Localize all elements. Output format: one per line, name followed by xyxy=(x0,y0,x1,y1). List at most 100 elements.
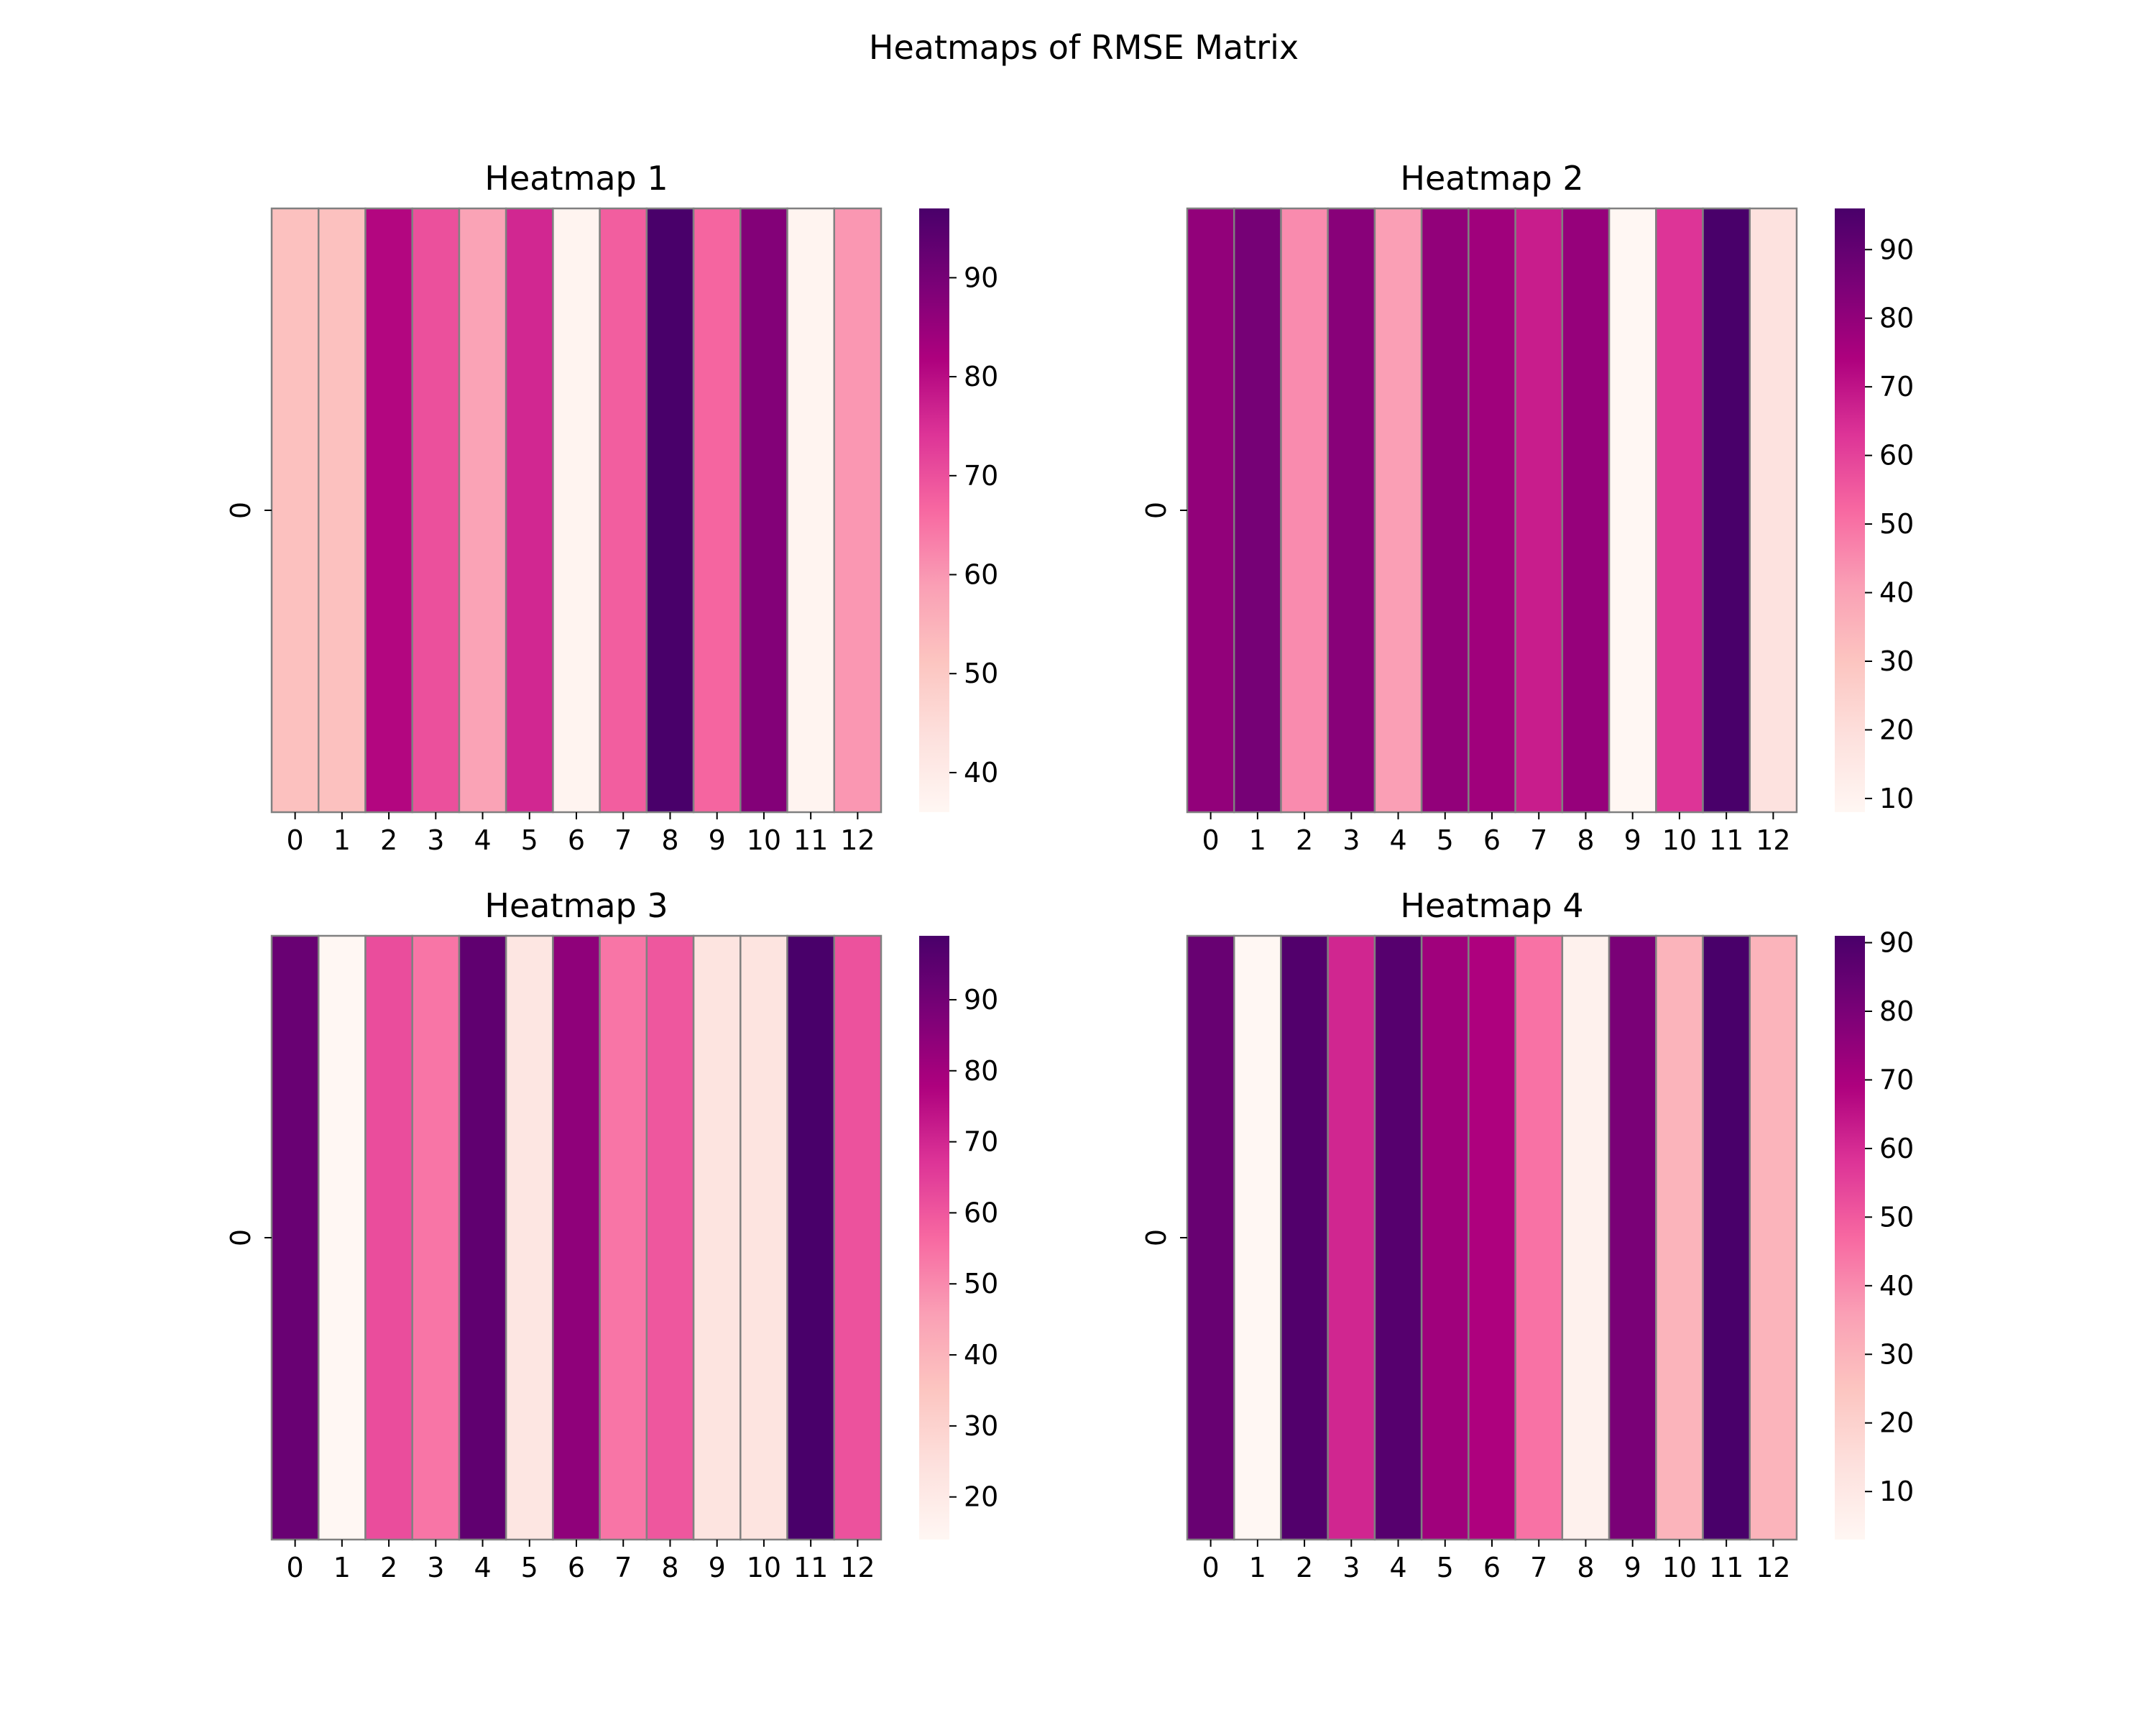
x-tick-label: 4 xyxy=(1389,1552,1406,1583)
heatmap-cell xyxy=(1702,934,1751,1541)
x-tick-label: 9 xyxy=(709,1552,726,1583)
x-tick-label: 6 xyxy=(568,824,585,856)
colorbar-tick-label: 50 xyxy=(1879,508,1914,540)
colorbar-tick-label: 10 xyxy=(1879,783,1914,814)
heatmap-cell xyxy=(317,207,367,814)
heatmap-cell xyxy=(411,934,461,1541)
heatmap-cell xyxy=(692,207,742,814)
heatmap-cell xyxy=(1655,207,1704,814)
heatmap-cell xyxy=(552,934,601,1541)
heatmap-title: Heatmap 4 xyxy=(1400,886,1583,925)
heatmap-cell xyxy=(1655,934,1704,1541)
x-tick-label: 3 xyxy=(427,1552,444,1583)
heatmap-cell xyxy=(1233,207,1282,814)
x-tick-label: 2 xyxy=(380,824,397,856)
x-tick-label: 1 xyxy=(333,824,351,856)
heatmap-cell xyxy=(645,207,695,814)
heatmap-cell xyxy=(599,934,648,1541)
x-tick-label: 6 xyxy=(568,1552,585,1583)
x-tick-label: 10 xyxy=(1662,1552,1697,1583)
heatmap-cell xyxy=(645,934,695,1541)
x-tick-label: 10 xyxy=(747,824,781,856)
x-tick-label: 5 xyxy=(521,824,538,856)
y-tick-label: 0 xyxy=(225,502,257,519)
x-tick-label: 5 xyxy=(1437,1552,1454,1583)
x-tick-label: 7 xyxy=(614,824,632,856)
colorbar-tick-label: 70 xyxy=(1879,371,1914,402)
heatmap-title: Heatmap 3 xyxy=(484,886,668,925)
colorbar-tick-label: 30 xyxy=(1879,1338,1914,1370)
colorbar-tick-label: 70 xyxy=(1879,1064,1914,1095)
heatmap-cell xyxy=(1749,934,1798,1541)
x-tick-label: 11 xyxy=(1709,824,1743,856)
x-tick-label: 8 xyxy=(1577,1552,1594,1583)
heatmap-cell xyxy=(1186,207,1235,814)
x-tick-label: 4 xyxy=(1389,824,1406,856)
heatmap-cell xyxy=(317,934,367,1541)
heatmap-cell xyxy=(505,934,554,1541)
heatmap-cell xyxy=(1373,207,1423,814)
x-tick-label: 9 xyxy=(1624,824,1641,856)
heatmap-cell xyxy=(1233,934,1282,1541)
x-tick-label: 2 xyxy=(1296,1552,1313,1583)
y-tick-label: 0 xyxy=(1141,1229,1172,1246)
x-tick-label: 4 xyxy=(474,824,491,856)
x-tick-label: 3 xyxy=(1342,1552,1360,1583)
heatmap-cell xyxy=(1561,934,1611,1541)
x-tick-label: 0 xyxy=(287,1552,304,1583)
x-tick-label: 8 xyxy=(661,824,678,856)
colorbar-tick-label: 20 xyxy=(964,1481,998,1513)
x-tick-label: 10 xyxy=(1662,824,1697,856)
heatmap-cell xyxy=(364,207,413,814)
colorbar-tick-label: 60 xyxy=(1879,440,1914,472)
heatmap-cell xyxy=(270,207,320,814)
x-tick-label: 11 xyxy=(793,1552,828,1583)
x-tick-label: 9 xyxy=(709,824,726,856)
colorbar-tick-label: 90 xyxy=(964,984,998,1016)
x-tick-label: 1 xyxy=(333,1552,351,1583)
heatmap-cell xyxy=(1186,934,1235,1541)
colorbar-tick-label: 80 xyxy=(1879,303,1914,334)
colorbar-tick-label: 50 xyxy=(1879,1201,1914,1233)
colorbar-tick-label: 20 xyxy=(1879,1407,1914,1439)
x-tick-label: 1 xyxy=(1249,1552,1266,1583)
heatmap-cell xyxy=(1280,207,1329,814)
colorbar-tick-label: 60 xyxy=(964,1197,998,1228)
x-tick-label: 12 xyxy=(1756,824,1790,856)
heatmap-cell xyxy=(1420,934,1470,1541)
x-tick-label: 7 xyxy=(1530,1552,1547,1583)
colorbar-tick-label: 70 xyxy=(964,460,998,492)
colorbar-tick-label: 30 xyxy=(964,1410,998,1442)
colorbar xyxy=(919,936,949,1540)
heatmap-cell xyxy=(1280,934,1329,1541)
heatmap-cell xyxy=(786,934,836,1541)
x-tick-label: 7 xyxy=(1530,824,1547,856)
heatmap-cell xyxy=(1749,207,1798,814)
heatmap-cell xyxy=(1702,207,1751,814)
heatmap-cell xyxy=(1608,934,1657,1541)
heatmap-cell xyxy=(458,934,507,1541)
x-tick-label: 0 xyxy=(1202,1552,1220,1583)
x-tick-label: 1 xyxy=(1249,824,1266,856)
colorbar-tick-label: 90 xyxy=(964,262,998,293)
x-tick-label: 5 xyxy=(521,1552,538,1583)
colorbar-tick-label: 60 xyxy=(964,559,998,591)
heatmap-cell xyxy=(1514,934,1564,1541)
x-tick-label: 5 xyxy=(1437,824,1454,856)
colorbar-tick-label: 30 xyxy=(1879,645,1914,677)
heatmap-cell xyxy=(1327,934,1376,1541)
colorbar xyxy=(919,208,949,812)
x-tick-label: 7 xyxy=(614,1552,632,1583)
colorbar-tick-label: 60 xyxy=(1879,1133,1914,1164)
colorbar-tick-label: 80 xyxy=(964,1055,998,1087)
heatmap-cell xyxy=(833,207,883,814)
heatmap-cell xyxy=(786,207,836,814)
x-tick-label: 0 xyxy=(287,824,304,856)
x-tick-label: 6 xyxy=(1483,824,1501,856)
heatmap-cell xyxy=(1420,207,1470,814)
x-tick-label: 11 xyxy=(793,824,828,856)
heatmap-cell xyxy=(740,934,788,1541)
heatmap-cell xyxy=(270,934,320,1541)
